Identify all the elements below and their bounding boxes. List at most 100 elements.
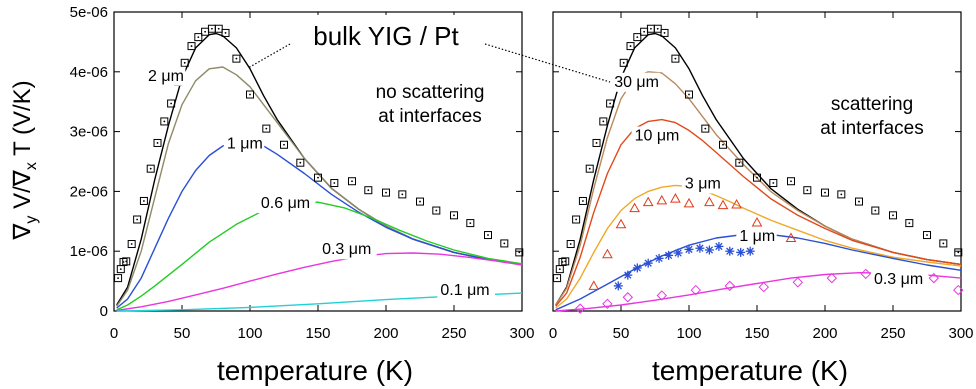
right-data-point-square [787,177,795,186]
right-data-point-star [673,248,683,258]
left-data-point-square [122,257,131,266]
right-data-point-square-dot [564,260,567,263]
left-data-point-square-dot [183,61,186,64]
right-x-tick-label: 250 [880,325,905,342]
right-data-point-star [613,281,623,291]
right-data-point-square-dot [824,191,826,194]
right-data-point-square [753,173,761,182]
left-data-point-square [314,173,322,182]
right-data-point-square-dot [575,218,578,221]
right-data-point-square-dot [636,36,639,39]
right-data-point-square-dot [688,93,690,96]
left-data-point-square-dot [224,32,227,34]
right-data-point-square-dot [609,102,612,105]
left-data-point-square-dot [283,143,285,146]
right-data-point-square-dot [629,45,632,47]
y-label-sub-y: y [23,216,40,224]
right-annotation-line: at interfaces [820,118,924,139]
right-curve-label: 1 μm [739,228,775,245]
left-series-line-4 [116,252,523,312]
right-data-point-square-dot [942,242,945,245]
right-data-point-triangle [731,199,742,209]
left-data-point-square [146,164,155,173]
right-data-point-star [714,241,724,251]
left-data-point-square [187,42,196,51]
right-data-point-square [837,190,846,199]
left-data-point-square-dot [249,93,251,96]
left-data-point-square [296,158,305,167]
left-x-tick-label: 50 [174,325,191,342]
left-data-point-square [382,188,390,197]
x-axis-label-left: temperature (K) [217,355,413,386]
right-data-point-star [695,243,705,253]
left-data-point-square [180,58,189,67]
right-data-point-square [889,211,897,220]
left-data-point-square-dot [351,180,353,183]
right-curve-label: 3 μm [685,175,721,192]
left-data-point-square-dot [235,57,238,60]
y-tick-label: 0 [100,303,108,320]
left-data-point-square-dot [487,234,489,236]
right-data-point-star [684,244,694,254]
y-label-v: V/ [9,186,36,216]
right-data-point-triangle [704,196,715,207]
left-data-point-square [214,24,223,33]
right-data-point-diamond [792,277,804,288]
right-data-point-square-dot [908,222,911,224]
left-data-point-square-dot [265,127,268,130]
left-curve-label: 0.6 μm [261,195,310,212]
left-curve-label-bg [223,134,265,154]
right-data-point-triangle [588,280,600,290]
right-data-point-square-dot [622,61,625,64]
right-data-point-diamond [860,268,872,280]
y-label-nabla-1: ∇ [9,223,36,241]
right-series-line-3 [555,184,962,309]
left-data-point-square-dot [435,209,438,212]
right-data-point-square [769,179,778,188]
left-data-point-square-dot [130,243,133,245]
right-data-point-triangle [683,197,695,208]
left-data-point-square [133,215,142,224]
right-data-point-diamond [574,303,586,314]
right-data-point-square [821,188,829,197]
left-x-tick-label: 200 [373,325,398,342]
bulk-label-background [288,15,484,55]
right-data-point-diamond [724,280,736,292]
left-data-point-square [515,248,524,257]
left-x-tick-label: 300 [509,325,534,342]
left-x-tick-label: 250 [441,325,466,342]
right-x-tick-label: 300 [948,325,973,342]
left-data-point-square-dot [317,176,319,179]
right-data-point-star [725,246,735,256]
right-data-point-diamond [602,298,613,310]
right-x-tick-label: 50 [613,325,630,342]
left-data-point-square [262,124,271,133]
left-annotation-line: at interfaces [378,106,482,127]
right-data-point-diamond [928,272,940,284]
right-data-point-square-dot [874,209,877,212]
right-data-point-square-dot [858,200,860,203]
right-data-point-diamond [622,292,634,303]
right-data-point-square [685,90,693,99]
x-axis-label-right: temperature (K) [652,355,848,386]
right-data-point-star [623,270,633,280]
bulk-label-leader-right [484,43,611,83]
left-data-point-square [280,140,288,149]
right-x-tick-label: 200 [812,325,837,342]
right-x-tick-label: 100 [676,325,701,342]
right-data-point-square [633,33,642,42]
right-data-point-square [719,140,727,149]
panel-right-scattering: 0 50 100 150 200 250 300 30 μm 10 μm 3 μm 1 μm 0.3 … [549,11,974,342]
right-data-point-triangle [751,216,763,227]
left-data-point-square [364,186,373,195]
right-data-point-triangle [717,199,729,210]
left-data-point-square [398,190,407,199]
right-data-point-square-dot [704,127,707,130]
left-data-point-square-dot [156,142,159,144]
right-data-point-triangle [615,218,627,229]
left-curve-label-bg [145,66,186,86]
right-data-point-square [939,239,948,248]
left-data-point-square-dot [117,277,119,280]
left-curve-label-bg [437,280,495,300]
right-data-point-square-dot [806,189,809,192]
